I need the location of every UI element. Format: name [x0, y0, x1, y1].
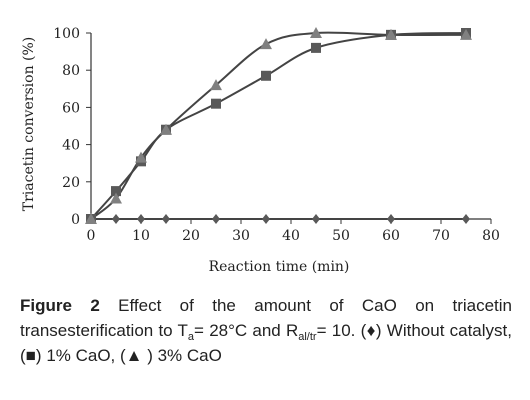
fit-lines	[90, 31, 467, 220]
x-tick-label: 70	[432, 228, 450, 244]
x-tick-label: 20	[182, 228, 200, 244]
caption-sub-altr: al/tr	[298, 331, 317, 343]
x-tick-label: 10	[132, 228, 150, 244]
point-triangle	[160, 123, 172, 135]
x-tick-label: 50	[332, 228, 350, 244]
point-square	[111, 186, 121, 197]
x-axis-label: Reaction time (min)	[209, 259, 350, 275]
point-diamond	[312, 214, 320, 224]
figure-caption: Figure 2 Effect of the amount of CaO on …	[20, 293, 512, 368]
point-diamond	[262, 214, 270, 224]
point-triangle	[110, 192, 122, 204]
figure-label: Figure 2	[20, 296, 100, 315]
y-tick-label: 0	[71, 212, 80, 228]
fit-line-series-2	[90, 32, 467, 220]
point-triangle	[210, 79, 222, 91]
point-diamond	[112, 214, 120, 224]
point-triangle	[460, 28, 472, 40]
fit-line-series-3	[90, 31, 467, 220]
point-triangle	[85, 213, 97, 224]
caption-sub-a: a	[187, 331, 195, 343]
point-diamond	[137, 214, 145, 224]
caption-text-1: Effect of the amount of CaO on triacetin…	[20, 296, 512, 340]
point-triangle	[385, 28, 397, 40]
point-diamond	[462, 214, 470, 224]
x-tick-label: 0	[87, 228, 96, 244]
point-triangle	[135, 151, 147, 163]
x-tick-label: 60	[382, 228, 400, 244]
y-tick-label: 100	[53, 26, 80, 42]
chart: 0 10 20 30 40 50 60 70 80 0 20 40 60 80 100 Reaction t…	[21, 26, 500, 275]
y-tick-label: 40	[62, 138, 80, 154]
caption-text-2: = 28°C and R	[194, 321, 299, 340]
x-tick-label: 40	[282, 228, 300, 244]
point-triangle	[310, 27, 322, 38]
point-diamond	[387, 214, 395, 224]
point-diamond	[162, 214, 170, 224]
point-square	[261, 70, 271, 81]
x-tick-label: 80	[482, 228, 500, 244]
point-square	[211, 98, 221, 109]
y-tick-label: 60	[62, 100, 80, 116]
y-tick-label: 20	[62, 175, 80, 191]
y-axis-label: Triacetin conversion (%)	[21, 37, 37, 212]
point-diamond	[212, 214, 220, 224]
y-tick-label: 80	[62, 63, 80, 79]
caption-text-3: = 10. (♦) Without catalyst, (■) 1% CaO, …	[20, 321, 512, 365]
data-points	[85, 27, 472, 224]
axes: 0 10 20 30 40 50 60 70 80 0 20 40 60 80 100	[53, 26, 500, 244]
point-square	[311, 42, 321, 53]
point-triangle	[260, 38, 272, 50]
x-tick-label: 30	[232, 228, 250, 244]
